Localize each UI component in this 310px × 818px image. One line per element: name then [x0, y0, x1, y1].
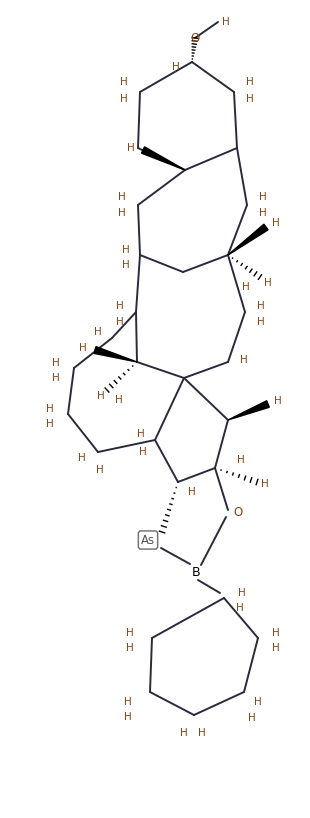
Text: H: H	[180, 728, 188, 738]
Text: H: H	[259, 192, 267, 202]
Text: H: H	[257, 301, 265, 311]
Text: H: H	[137, 429, 145, 439]
Text: H: H	[272, 643, 280, 653]
Text: H: H	[274, 396, 282, 406]
Text: H: H	[46, 419, 54, 429]
Text: H: H	[188, 487, 196, 497]
Text: H: H	[46, 404, 54, 414]
Text: H: H	[261, 479, 269, 489]
Text: H: H	[124, 697, 132, 707]
Text: H: H	[272, 218, 280, 228]
Text: H: H	[198, 728, 206, 738]
Text: H: H	[118, 192, 126, 202]
Text: O: O	[190, 32, 200, 44]
Text: H: H	[97, 391, 105, 401]
Text: H: H	[120, 94, 128, 104]
Text: H: H	[246, 77, 254, 87]
Text: H: H	[240, 355, 248, 365]
Text: H: H	[127, 143, 135, 153]
Text: H: H	[257, 317, 265, 327]
Text: H: H	[52, 358, 60, 368]
Text: H: H	[116, 301, 124, 311]
Text: H: H	[116, 317, 124, 327]
Text: H: H	[238, 588, 246, 598]
Text: H: H	[122, 245, 130, 255]
Text: H: H	[120, 77, 128, 87]
Text: H: H	[172, 62, 180, 72]
Text: H: H	[237, 455, 245, 465]
Text: H: H	[118, 208, 126, 218]
Text: H: H	[126, 643, 134, 653]
Text: H: H	[52, 373, 60, 383]
Text: H: H	[246, 94, 254, 104]
Text: O: O	[233, 506, 243, 519]
Text: H: H	[248, 713, 256, 723]
Text: H: H	[264, 278, 272, 288]
Text: H: H	[94, 327, 102, 337]
Text: H: H	[124, 712, 132, 722]
Polygon shape	[94, 347, 137, 362]
Text: B: B	[192, 565, 200, 578]
Text: H: H	[272, 628, 280, 638]
Text: H: H	[79, 343, 87, 353]
Text: H: H	[78, 453, 86, 463]
Text: H: H	[254, 697, 262, 707]
Text: As: As	[141, 533, 155, 546]
Text: H: H	[236, 603, 244, 613]
Text: H: H	[222, 17, 230, 27]
Polygon shape	[228, 401, 269, 420]
Text: H: H	[122, 260, 130, 270]
Text: H: H	[115, 395, 123, 405]
Text: H: H	[242, 282, 250, 292]
Text: H: H	[259, 208, 267, 218]
Polygon shape	[228, 224, 268, 255]
Text: H: H	[96, 465, 104, 475]
Text: H: H	[139, 447, 147, 457]
Text: H: H	[126, 628, 134, 638]
Polygon shape	[141, 147, 185, 170]
